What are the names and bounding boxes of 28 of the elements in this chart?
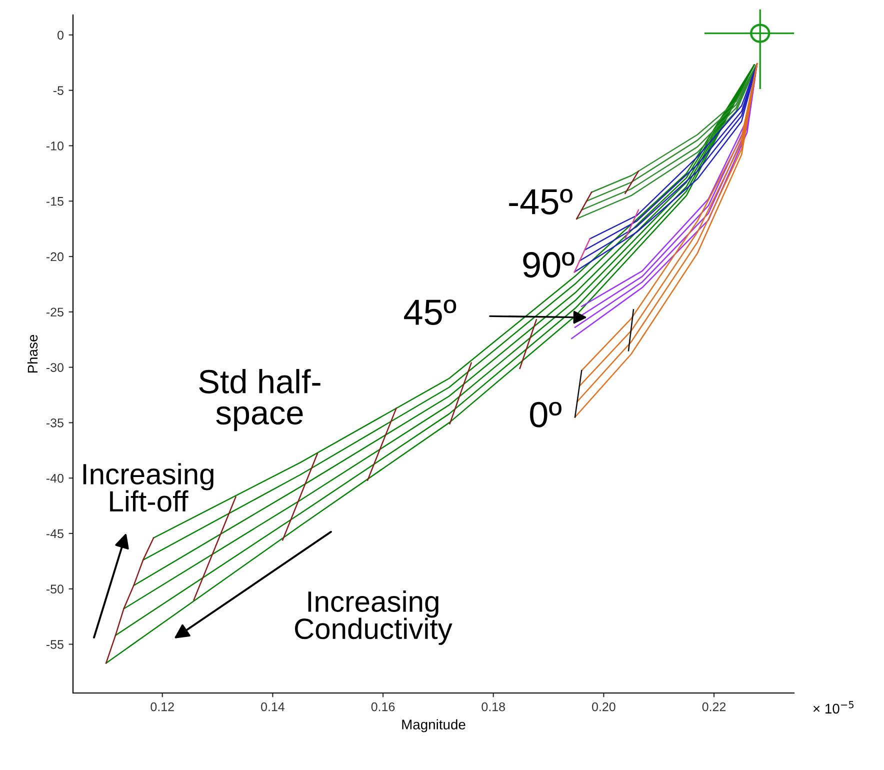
y-axis-title: Phase xyxy=(27,334,38,373)
y-tick-label: -5 xyxy=(53,86,64,95)
text: × 10$^{−5}$ xyxy=(813,701,854,714)
x-tick-label: 0.22 xyxy=(702,702,726,712)
y-tick-label: -35 xyxy=(46,418,64,428)
y-tick-label: -10 xyxy=(46,142,64,150)
y-tick-label: -45 xyxy=(46,529,64,538)
annotation: Increasing Conductivity xyxy=(294,590,452,645)
annotation: 45º xyxy=(404,299,456,326)
y-tick-label: -25 xyxy=(46,308,64,317)
y-tick-label: -40 xyxy=(46,474,64,483)
annotation: Increasing Lift-off xyxy=(83,463,214,512)
y-tick-label: -55 xyxy=(46,640,64,649)
y-tick-label: -20 xyxy=(46,252,64,262)
x-tick-label: 0.18 xyxy=(482,702,505,712)
x-axis-title: Magnitude xyxy=(402,719,466,732)
y-tick-label: -15 xyxy=(46,197,64,206)
y-tick-label: -30 xyxy=(46,363,64,372)
annotation: 90º xyxy=(523,252,574,278)
annotation: -45º xyxy=(509,188,572,215)
annotation: 0º xyxy=(530,402,562,428)
x-tick-label: 0.20 xyxy=(592,702,616,712)
y-tick-label: 0 xyxy=(58,30,64,40)
x-tick-label: 0.14 xyxy=(261,702,284,712)
x-tick-label: 0.16 xyxy=(371,702,395,712)
x-tick-label: 0.12 xyxy=(150,702,174,712)
annotation: Std half- space xyxy=(199,369,320,432)
y-tick-label: -50 xyxy=(46,584,64,594)
